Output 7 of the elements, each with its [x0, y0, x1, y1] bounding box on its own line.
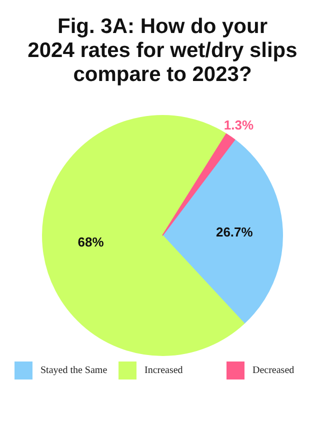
legend-label: Decreased — [252, 365, 294, 376]
chart-title: Fig. 3A: How do your 2024 rates for wet/dry slips compare to 2023? — [28, 15, 298, 86]
legend-label: Stayed the Same — [40, 365, 108, 376]
legend-label: Increased — [144, 365, 183, 376]
data-label: 26.7% — [216, 224, 254, 240]
data-label: 68% — [78, 234, 104, 250]
data-label: 1.3% — [224, 117, 254, 132]
